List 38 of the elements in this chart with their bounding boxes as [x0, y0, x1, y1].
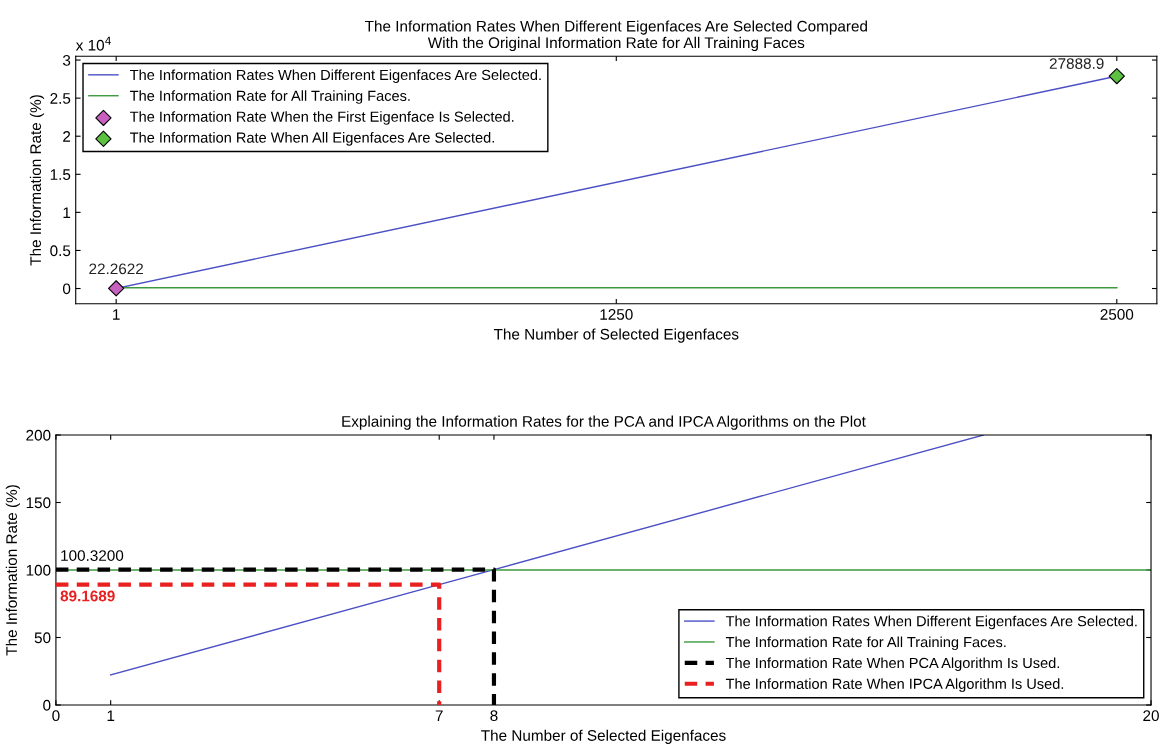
chart-title: The Information Rates When Different Eigenfaces Are Selected Compared With the Original Information Rate for All Training Faces	[364, 20, 867, 52]
y-tick-label: 150	[26, 497, 51, 509]
x-tick-label: 7	[435, 710, 443, 721]
y-tick-label: 1.5	[50, 169, 71, 180]
y-tick-label: 200	[26, 429, 51, 441]
legend-label: The Information Rate for All Training Faces.	[130, 90, 410, 104]
x-tick-label: 1	[107, 710, 115, 721]
chart-title: Explaining the Information Rates for the PCA and IPCA Algorithms on the Plot	[342, 415, 866, 430]
y-tick-label: 0.5	[50, 245, 71, 257]
y-tick-label: 50	[34, 632, 51, 644]
x-tick-label: 1	[113, 309, 120, 320]
y-tick-label: 2	[63, 131, 71, 142]
y-tick-label: 1	[63, 207, 71, 218]
x-tick-label: 20	[1143, 710, 1159, 722]
x-axis-title: The Number of Selected Eigenfaces	[481, 729, 726, 744]
x-tick-label: 2500	[1100, 309, 1134, 320]
y-tick-label: 100	[26, 564, 51, 576]
annotation: 22.2622	[89, 263, 144, 275]
y-axis-title: The Information Rate (%)	[5, 485, 21, 656]
text: x 10$^{4}$	[75, 36, 111, 51]
y-tick-label: 3	[62, 54, 71, 66]
y-tick-label: 0	[43, 699, 51, 711]
legend-label: The Information Rate When the First Eigenface Is Selected.	[130, 111, 514, 125]
legend-label: The Information Rate When PCA Algorithm Is Used.	[725, 657, 1059, 671]
x-tick-label: 1250	[600, 309, 633, 320]
annotation: 89.1689	[60, 590, 115, 602]
legend-label: The Information Rate for All Training Faces.	[725, 636, 1006, 651]
y-tick-label: 0	[62, 283, 71, 295]
legend-label: The Information Rates When Different Eigenfaces Are Selected.	[725, 615, 1137, 630]
legend-label: The Information Rate When IPCA Algorithm Is Used.	[725, 678, 1064, 692]
annotation: 27888.9	[1049, 58, 1104, 69]
x-tick-label: 8	[490, 710, 498, 722]
y-tick-label: 2.5	[50, 93, 71, 104]
annotation: 100.3200	[61, 550, 124, 561]
x-axis-title: The Number of Selected Eigenfaces	[493, 328, 739, 343]
y-axis-title: The Information Rate (%)	[29, 95, 45, 266]
legend-label: The Information Rate When All Eigenfaces Are Selected.	[130, 132, 494, 146]
legend-label: The Information Rates When Different Eigenfaces Are Selected.	[130, 69, 541, 83]
